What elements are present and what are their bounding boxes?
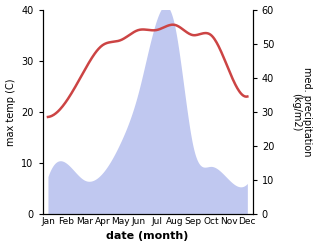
X-axis label: date (month): date (month) xyxy=(107,231,189,242)
Y-axis label: med. precipitation
(kg/m2): med. precipitation (kg/m2) xyxy=(291,67,313,157)
Y-axis label: max temp (C): max temp (C) xyxy=(5,78,16,145)
